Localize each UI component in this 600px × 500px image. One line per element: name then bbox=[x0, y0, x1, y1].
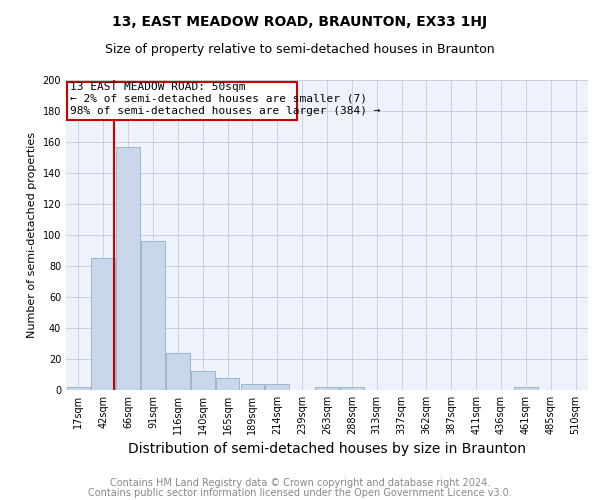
Bar bbox=[191, 372, 215, 390]
Bar bbox=[216, 378, 239, 390]
Text: Contains public sector information licensed under the Open Government Licence v3: Contains public sector information licen… bbox=[88, 488, 512, 498]
Bar bbox=[166, 353, 190, 390]
Bar bbox=[265, 384, 289, 390]
Text: 98% of semi-detached houses are larger (384) →: 98% of semi-detached houses are larger (… bbox=[70, 106, 381, 116]
Bar bbox=[340, 387, 364, 390]
Bar bbox=[67, 387, 90, 390]
Text: 13, EAST MEADOW ROAD, BRAUNTON, EX33 1HJ: 13, EAST MEADOW ROAD, BRAUNTON, EX33 1HJ bbox=[112, 15, 488, 29]
FancyBboxPatch shape bbox=[67, 82, 297, 120]
Y-axis label: Number of semi-detached properties: Number of semi-detached properties bbox=[27, 132, 37, 338]
Text: 13 EAST MEADOW ROAD: 50sqm: 13 EAST MEADOW ROAD: 50sqm bbox=[70, 82, 246, 92]
Bar bbox=[241, 384, 264, 390]
Text: ← 2% of semi-detached houses are smaller (7): ← 2% of semi-detached houses are smaller… bbox=[70, 94, 367, 104]
Bar bbox=[315, 387, 339, 390]
Bar bbox=[514, 387, 538, 390]
X-axis label: Distribution of semi-detached houses by size in Braunton: Distribution of semi-detached houses by … bbox=[128, 442, 526, 456]
Bar bbox=[141, 241, 165, 390]
Text: Contains HM Land Registry data © Crown copyright and database right 2024.: Contains HM Land Registry data © Crown c… bbox=[110, 478, 490, 488]
Text: Size of property relative to semi-detached houses in Braunton: Size of property relative to semi-detach… bbox=[105, 42, 495, 56]
Bar bbox=[116, 146, 140, 390]
Bar bbox=[91, 258, 115, 390]
